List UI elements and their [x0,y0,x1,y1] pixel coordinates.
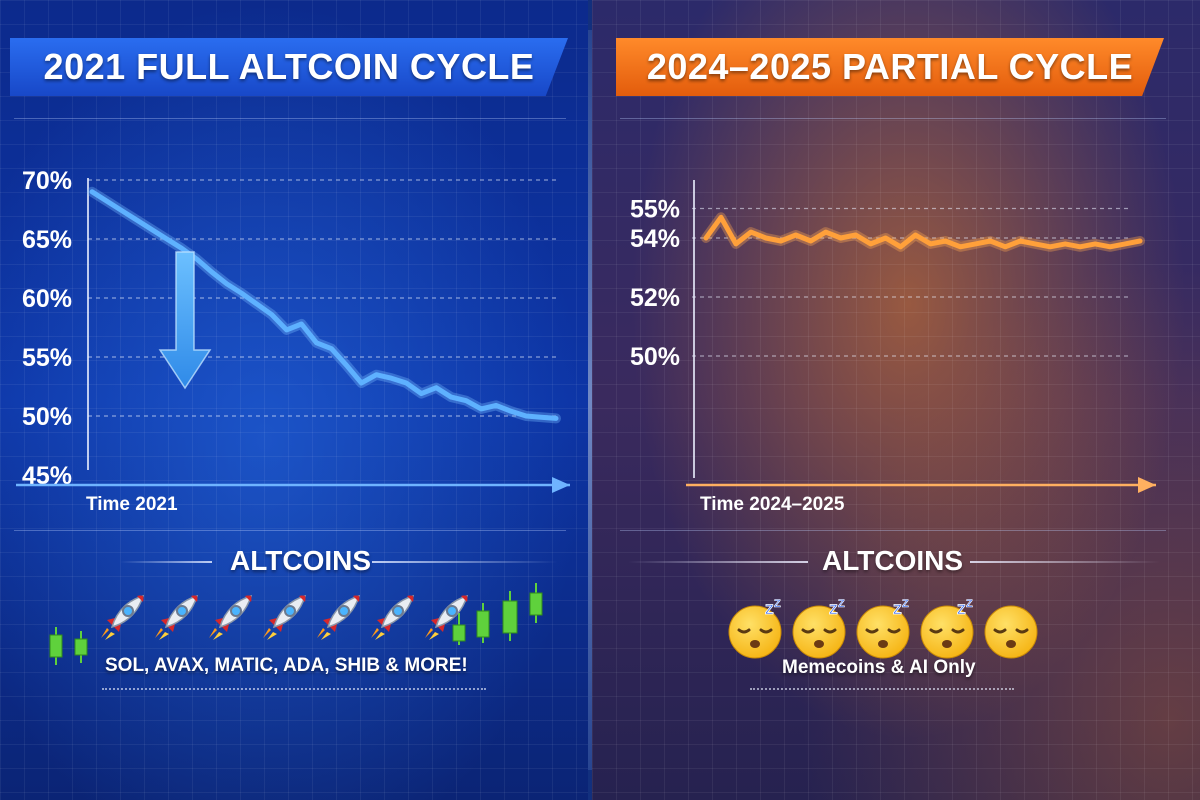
right-section-rule [628,561,808,563]
rocket-icon [259,590,311,647]
rocket-icon [205,590,257,647]
svg-text:Z: Z [966,598,973,610]
right-middle-rule [620,530,1166,531]
right-section-title: ALTCOINS [822,545,964,576]
rocket-icon [97,590,149,647]
left-section-rule [120,561,212,563]
left-section-title: ALTCOINS [230,545,372,576]
right-y-tick-label: 50% [630,343,680,371]
svg-text:Z: Z [902,598,909,610]
right-series-line [703,214,1143,250]
right-top-rule [620,118,1166,119]
candlestick-icon [49,627,63,665]
candlestick-icon [476,603,490,643]
left-chart: 70%65%60%55%50%45%Time 2021 [16,167,570,515]
right-y-tick-label: 55% [630,196,680,224]
left-x-axis-label: Time 2021 [86,494,178,515]
left-y-tick-label: 50% [22,403,72,431]
left-caption: SOL, AVAX, MATIC, ADA, SHIB & MORE! [105,655,468,676]
panel-divider [588,30,592,770]
left-y-tick-label: 55% [22,344,72,372]
left-title-banner: 2021 FULL ALTCOIN CYCLE [10,38,568,96]
right-x-axis-label: Time 2024–2025 [700,494,845,515]
rocket-icon [151,590,203,647]
svg-text:Z: Z [765,601,774,617]
right-caption-underline [750,688,1014,690]
candlestick-icon [502,591,518,641]
svg-text:Z: Z [893,601,902,617]
left-x-axis-arrowhead [552,477,570,493]
rocket-icon [367,590,419,647]
right-x-axis-arrowhead [1138,477,1156,493]
right-section-rule [970,561,1160,563]
candlestick-icon [74,631,88,663]
sleepy-face-icon [981,596,1045,665]
left-y-tick-label: 65% [22,226,72,254]
left-y-tick-label: 60% [22,285,72,313]
svg-text:Z: Z [838,598,845,610]
left-series-line [89,189,559,421]
left-y-tick-label: 70% [22,167,72,195]
rocket-icons-row [97,590,475,647]
svg-text:Z: Z [957,601,966,617]
left-series-glow [87,186,561,424]
right-caption: Memecoins & AI Only [782,657,976,678]
down-arrow-icon [158,251,212,390]
right-chart-title: 2024–2025 PARTIAL CYCLE [646,46,1134,87]
grid-background [0,0,588,800]
right-y-tick-label: 54% [630,225,680,253]
svg-text:Z: Z [774,598,781,610]
left-section-rule [372,561,558,563]
right-y-tick-label: 52% [630,284,680,312]
right-title-banner: 2024–2025 PARTIAL CYCLE [616,38,1164,96]
rocket-icon [421,590,473,647]
left-caption-underline [102,688,486,690]
svg-text:Z: Z [829,601,838,617]
left-panel [0,0,588,800]
candlestick-icon [452,613,466,645]
left-middle-rule [14,530,566,531]
right-chart: 55%54% 52% 50% Time 2024–2025 [630,180,1156,515]
right-series-glow [701,212,1145,252]
left-top-rule [14,118,566,119]
rocket-icon [313,590,365,647]
left-chart-title: 2021 FULL ALTCOIN CYCLE [43,46,535,87]
candlestick-icon [529,583,543,623]
candlesticks-decoration [49,583,543,665]
